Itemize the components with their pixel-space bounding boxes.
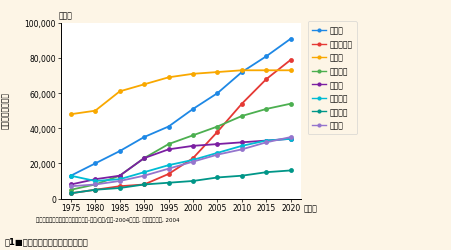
大腸がん (92, 183, 98, 186)
胃がん (68, 113, 74, 116)
前立腔がん (141, 183, 147, 186)
直腸がん (239, 145, 244, 148)
肝がん (263, 140, 268, 142)
膼がん (166, 168, 171, 170)
前立腔がん (263, 78, 268, 81)
前立腔がん (117, 185, 122, 188)
Text: （人）: （人） (59, 11, 72, 20)
Line: 肺がん: 肺がん (68, 37, 293, 178)
直腸がん (92, 180, 98, 183)
Text: 囱1■前立腔がん罹患数の将来予測: 囱1■前立腔がん罹患数の将来予測 (5, 236, 88, 245)
膼がん (239, 148, 244, 151)
前立腔がん (190, 157, 195, 160)
胆囚がん (263, 171, 268, 174)
大腸がん (166, 143, 171, 146)
膼がん (287, 136, 293, 139)
Line: 胆囚がん: 胆囚がん (68, 168, 293, 196)
胆囚がん (239, 174, 244, 178)
胆囚がん (166, 182, 171, 184)
直腸がん (68, 174, 74, 178)
直腸がん (141, 171, 147, 174)
肝がん (214, 143, 220, 146)
胃がん (117, 90, 122, 94)
膼がん (214, 154, 220, 156)
Line: 肝がん: 肝がん (68, 137, 293, 187)
肺がん (166, 126, 171, 128)
直腸がん (117, 178, 122, 181)
胃がん (263, 70, 268, 72)
大腸がん (214, 126, 220, 128)
大腸がん (117, 174, 122, 178)
肝がん (92, 178, 98, 181)
前立腔がん (92, 188, 98, 192)
胃がん (141, 84, 147, 86)
大腸がん (287, 103, 293, 106)
肝がん (239, 141, 244, 144)
前立腔がん (166, 173, 171, 176)
大腸がん (190, 134, 195, 137)
胆囚がん (92, 188, 98, 192)
肺がん (117, 150, 122, 153)
肝がん (117, 174, 122, 178)
直腸がん (263, 140, 268, 142)
前立腔がん (214, 131, 220, 134)
直腸がん (287, 138, 293, 141)
肺がん (92, 162, 98, 165)
肺がん (141, 136, 147, 139)
Line: 大腸がん: 大腸がん (68, 102, 293, 192)
胆囚がん (68, 192, 74, 195)
膼がん (141, 174, 147, 178)
直腸がん (190, 159, 195, 162)
肺がん (239, 71, 244, 74)
大腸がん (68, 188, 74, 192)
大腸がん (141, 157, 147, 160)
肝がん (68, 183, 74, 186)
Text: （年）: （年） (303, 204, 317, 213)
胃がん (287, 70, 293, 72)
胆囚がん (287, 169, 293, 172)
胆囚がん (117, 187, 122, 190)
胃がん (214, 71, 220, 74)
Line: 直腸がん: 直腸がん (68, 137, 293, 184)
胃がん (166, 76, 171, 80)
膼がん (68, 185, 74, 188)
大腸がん (239, 115, 244, 118)
Text: 大島明ほか（編）：がん・統計白書-罹患/死亡/予後-2004，東京, 筄原出版新社, 2004: 大島明ほか（編）：がん・統計白書-罹患/死亡/予後-2004，東京, 筄原出版新… (36, 216, 179, 222)
Line: 膼がん: 膼がん (68, 135, 293, 189)
Legend: 肺がん, 前立腔がん, 胃がん, 大腸がん, 肝がん, 直腸がん, 胆囚がん, 膼がん: 肺がん, 前立腔がん, 胃がん, 大腸がん, 肝がん, 直腸がん, 胆囚がん, … (307, 22, 356, 135)
肝がん (166, 148, 171, 151)
肺がん (190, 108, 195, 111)
膼がん (92, 183, 98, 186)
膼がん (117, 180, 122, 183)
膼がん (263, 141, 268, 144)
膼がん (190, 160, 195, 164)
肺がん (263, 56, 268, 58)
肺がん (68, 174, 74, 178)
肺がん (287, 38, 293, 41)
前立腔がん (68, 192, 74, 195)
Text: 罹患者数（男性）: 罹患者数（男性） (1, 92, 10, 128)
胆囚がん (214, 176, 220, 179)
胃がん (190, 73, 195, 76)
前立腔がん (239, 103, 244, 106)
Line: 胃がん: 胃がん (68, 68, 293, 117)
胆囚がん (141, 183, 147, 186)
肝がん (287, 138, 293, 141)
直腸がん (214, 152, 220, 155)
胆囚がん (190, 180, 195, 183)
肺がん (214, 92, 220, 95)
直腸がん (166, 164, 171, 167)
胃がん (239, 70, 244, 72)
前立腔がん (287, 59, 293, 62)
大腸がん (263, 108, 268, 111)
肝がん (190, 145, 195, 148)
Line: 前立腔がん: 前立腔がん (68, 58, 293, 196)
胃がん (92, 110, 98, 113)
肝がん (141, 157, 147, 160)
